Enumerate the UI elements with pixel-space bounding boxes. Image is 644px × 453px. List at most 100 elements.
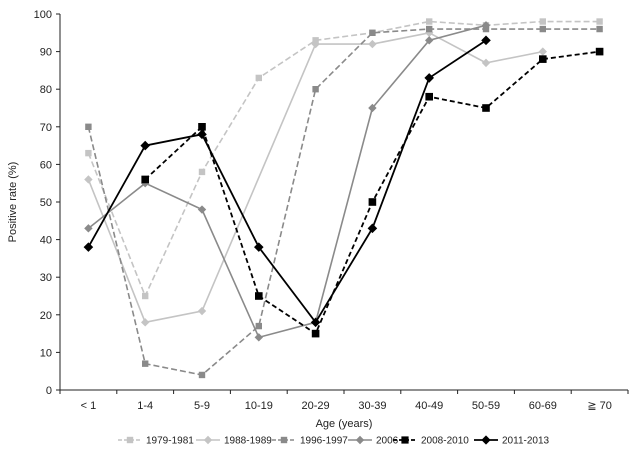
series-1996-1997 (85, 25, 603, 379)
data-point-square (482, 104, 490, 112)
series-line (87, 31, 543, 324)
data-point-square (280, 436, 288, 444)
series-line (87, 20, 600, 299)
x-tick-label: 20-29 (302, 400, 330, 412)
data-point-square (426, 25, 433, 33)
data-point-square (311, 329, 320, 338)
legend-label: 2006 (376, 436, 399, 447)
data-point-square (426, 18, 433, 25)
series-layer (83, 18, 604, 379)
data-point-square (85, 149, 92, 157)
x-tick-label: 30-39 (358, 400, 386, 412)
y-ticks: 0 10 20 30 40 50 60 70 80 90 100 (34, 9, 60, 397)
y-tick-label: 70 (40, 122, 52, 134)
legend-label: 1979-1981 (146, 436, 194, 447)
data-point-diamond (84, 224, 93, 233)
data-point-square (401, 436, 409, 444)
series-line (144, 50, 600, 335)
legend-label: 1988-1989 (224, 436, 272, 447)
data-point-square (255, 292, 263, 300)
legend-item: 2011-2013 (474, 435, 550, 447)
legend-item: 1996-1997 (272, 436, 348, 447)
data-point-diamond (203, 435, 213, 445)
data-point-diamond (84, 175, 93, 184)
data-point-square (85, 123, 92, 130)
legend-label: 2011-2013 (502, 436, 550, 447)
data-point-diamond (538, 47, 547, 56)
data-point-diamond (425, 36, 434, 45)
series-2011-2013 (83, 35, 491, 328)
data-point-square (312, 86, 319, 93)
legend-label: 2008-2010 (421, 436, 469, 447)
data-point-square (369, 29, 376, 36)
data-point-diamond (367, 223, 378, 234)
data-point-diamond (481, 21, 491, 30)
series-line (87, 28, 600, 376)
data-point-diamond (355, 435, 365, 445)
data-point-square (595, 47, 604, 56)
series-line (87, 39, 487, 324)
y-tick-label: 100 (34, 9, 52, 21)
data-point-square (539, 55, 547, 63)
legend: 1979-1981 1988-1989 1996-1997 2006 2008-2010… (118, 435, 550, 447)
y-tick-label: 20 (40, 310, 52, 322)
data-point-square (368, 198, 377, 206)
y-tick-label: 10 (40, 347, 52, 359)
data-point-square (198, 371, 206, 379)
x-tick-label: 60-69 (529, 400, 557, 412)
data-point-diamond (481, 35, 491, 46)
data-point-square (539, 18, 546, 25)
y-tick-label: 50 (40, 197, 52, 209)
x-tick-label: 5-9 (194, 400, 210, 412)
data-point-diamond (197, 205, 207, 214)
data-point-diamond (254, 242, 264, 252)
legend-label: 1996-1997 (300, 436, 348, 447)
data-point-square (126, 436, 134, 444)
legend-item: 2008-2010 (393, 436, 469, 447)
y-tick-label: 80 (40, 84, 52, 96)
data-point-diamond (141, 318, 150, 327)
legend-item: 1988-1989 (196, 436, 272, 447)
data-point-square (255, 74, 262, 82)
data-point-diamond (481, 58, 491, 68)
data-point-diamond (481, 435, 491, 445)
data-point-square (539, 25, 546, 33)
data-point-square (198, 168, 206, 176)
data-point-diamond (83, 242, 94, 252)
axes (59, 14, 628, 391)
y-tick-label: 90 (40, 47, 52, 59)
data-point-square (142, 360, 149, 367)
x-tick-label: 1-4 (137, 400, 153, 412)
x-tick-label: 10-19 (245, 400, 273, 412)
series-2008-2010 (141, 47, 604, 338)
x-tick-label: ≧ 70 (587, 400, 612, 412)
data-point-square (596, 25, 603, 33)
y-tick-label: 60 (40, 159, 52, 171)
x-axis-title: Age (years) (316, 418, 373, 430)
data-point-diamond (197, 129, 207, 140)
series-1988-1989 (84, 28, 547, 327)
data-point-square (255, 322, 262, 330)
y-tick-label: 30 (40, 272, 52, 284)
data-point-diamond (197, 306, 207, 316)
x-tick-label: < 1 (81, 400, 97, 412)
data-point-square (425, 92, 433, 101)
data-point-diamond (310, 317, 321, 328)
data-point-square (596, 18, 603, 25)
legend-item: 1979-1981 (118, 436, 194, 447)
y-tick-label: 0 (46, 385, 52, 397)
x-tick-label: 50-59 (472, 400, 500, 412)
series-line (87, 24, 487, 339)
x-ticks: < 1 1-4 5-9 10-19 20-29 30-39 40-49 50-59 60-69 ≧… (59, 390, 629, 412)
data-point-diamond (368, 39, 377, 49)
legend-item: 2006 (348, 436, 399, 447)
data-point-square (198, 123, 206, 131)
data-point-diamond (140, 140, 150, 151)
data-point-diamond (424, 73, 434, 83)
data-point-diamond (311, 39, 320, 49)
y-tick-label: 40 (40, 235, 52, 247)
data-point-square (141, 175, 149, 184)
data-point-square (142, 292, 149, 300)
x-tick-label: 40-49 (415, 400, 443, 412)
